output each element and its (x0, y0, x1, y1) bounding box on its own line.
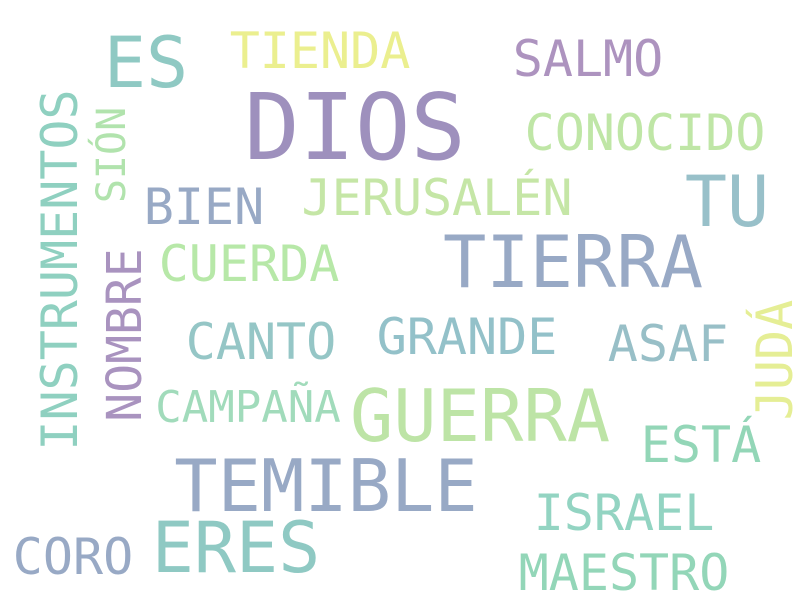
word-dios: DIOS (244, 74, 466, 181)
word-coro: CORO (12, 528, 134, 586)
word-instrumentos: INSTRUMENTOS (31, 89, 89, 451)
word-nombre: NOMBRE (97, 248, 153, 422)
word-es: ES (103, 22, 189, 104)
word-grande: GRANDE (376, 308, 558, 366)
word-asaf: ASAF (607, 315, 729, 373)
word-bien: BIEN (143, 178, 265, 236)
word-salmo: SALMO (512, 30, 664, 88)
word-tu: TU (684, 161, 770, 243)
word-tierra: TIERRA (442, 220, 704, 304)
word-israel: ISRAEL (533, 484, 715, 542)
word-campana: CAMPAÑA (155, 382, 341, 433)
word-temible: TEMIBLE (174, 444, 478, 528)
word-tienda: TIENDA (229, 22, 411, 80)
word-juda: JUDÁ (746, 299, 800, 421)
word-cuerda: CUERDA (158, 235, 340, 293)
word-guerra: GUERRA (349, 374, 611, 458)
word-jerusalen: JERUSALÉN (301, 169, 573, 227)
word-conocido: CONOCIDO (524, 104, 766, 162)
word-sion: SIÓN (89, 106, 135, 204)
word-esta: ESTÁ (640, 416, 762, 474)
word-maestro: MAESTRO (518, 544, 730, 600)
word-canto: CANTO (185, 313, 337, 371)
word-eres: ERES (151, 507, 321, 589)
